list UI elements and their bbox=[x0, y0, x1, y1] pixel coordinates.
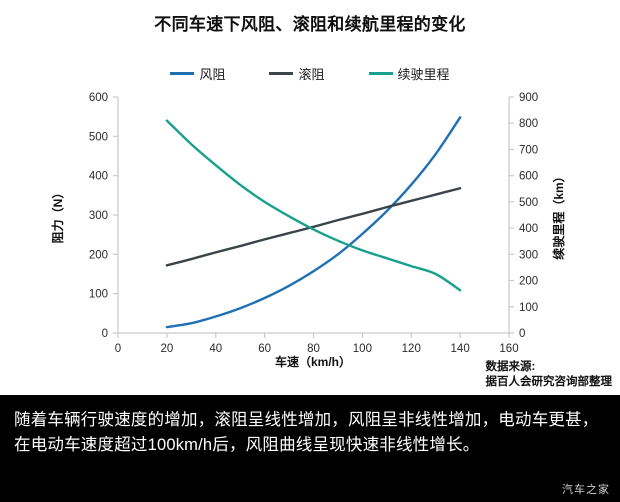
caption-text: 随着车辆行驶速度的增加，滚阻呈线性增加，风阻呈非线性增加，电动车更甚，在电动车速… bbox=[14, 411, 599, 454]
x-axis-tick-label: 0 bbox=[115, 343, 121, 355]
x-axis-title: 车速（km/h） bbox=[275, 354, 351, 369]
x-axis-tick-label: 60 bbox=[258, 343, 271, 355]
y-axis-right-tick-label: 300 bbox=[519, 249, 538, 261]
x-axis-tick-label: 100 bbox=[353, 343, 372, 355]
y-axis-left-tick-label: 400 bbox=[89, 171, 108, 183]
y-axis-left-tick-label: 0 bbox=[102, 328, 108, 340]
series-line-rolling-resistance bbox=[165, 187, 462, 267]
data-series-group bbox=[165, 116, 462, 329]
y-axis-left-tick-label: 200 bbox=[89, 249, 108, 261]
source-note-line1: 数据来源: bbox=[485, 361, 536, 374]
y-axis-right-tick-label: 400 bbox=[519, 223, 538, 235]
x-axis-tick-label: 120 bbox=[402, 343, 421, 355]
series-line-wind-resistance bbox=[165, 116, 462, 329]
x-axis-tick-label: 20 bbox=[160, 343, 173, 355]
legend-item-driving-range[interactable]: 续驶里程 bbox=[368, 64, 450, 83]
source-note: 数据来源: 据百人会研究咨询部整理 bbox=[486, 360, 613, 389]
page-title: 不同车速下风阻、滚阻和续航里程的变化 bbox=[154, 15, 466, 34]
y-axis-right-tick-label: 800 bbox=[519, 118, 538, 130]
x-axis-ticks: 0 20 40 60 80 100 120 140 160 bbox=[115, 333, 519, 355]
legend-label-driving-range: 续驶里程 bbox=[397, 67, 450, 82]
y-axis-left-tick-label: 100 bbox=[89, 289, 108, 301]
chart-figure: 不同车速下风阻、滚阻和续航里程的变化 风阻 滚阻 续驶里程 0 100 200 300… bbox=[0, 15, 620, 389]
y-axis-left-tick-label: 600 bbox=[89, 92, 108, 104]
y-axis-left-ticks: 0 100 200 300 400 500 600 bbox=[89, 92, 118, 340]
y-axis-right-tick-label: 200 bbox=[519, 276, 538, 288]
y-axis-left-tick-label: 500 bbox=[89, 131, 108, 143]
source-note-line2: 据百人会研究咨询部整理 bbox=[485, 375, 613, 388]
legend-swatch-wind-resistance bbox=[170, 72, 195, 75]
y-axis-right-tick-label: 0 bbox=[519, 328, 525, 340]
y-axis-right-tick-label: 500 bbox=[519, 197, 538, 209]
y-axis-right-tick-label: 600 bbox=[519, 171, 538, 183]
legend-item-rolling-resistance[interactable]: 滚阻 bbox=[269, 64, 325, 83]
series-line-driving-range bbox=[165, 119, 462, 292]
legend-swatch-rolling-resistance bbox=[269, 72, 294, 75]
legend-item-wind-resistance[interactable]: 风阻 bbox=[170, 64, 225, 83]
x-axis-tick-label: 80 bbox=[307, 343, 320, 355]
x-axis-tick-label: 160 bbox=[499, 343, 518, 355]
y-axis-right-ticks: 0 100 200 300 400 500 600 700 800 900 bbox=[509, 92, 538, 340]
x-axis-tick-label: 40 bbox=[209, 343, 222, 355]
x-axis-tick-label: 140 bbox=[451, 343, 470, 355]
y-axis-right-tick-label: 100 bbox=[519, 302, 538, 314]
legend-label-rolling-resistance: 滚阻 bbox=[298, 67, 325, 82]
legend-swatch-driving-range bbox=[368, 72, 393, 75]
y-axis-right-tick-label: 900 bbox=[519, 92, 538, 104]
y-axis-left-title: 阻力（N） bbox=[50, 187, 65, 244]
y-axis-right-title: 续驶里程（km） bbox=[551, 170, 566, 259]
caption-bar: 随着车辆行驶速度的增加，滚阻呈线性增加，风阻呈非线性增加，电动车更甚，在电动车速… bbox=[0, 395, 620, 502]
y-axis-left-tick-label: 300 bbox=[89, 210, 108, 222]
y-axis-right-tick-label: 700 bbox=[519, 144, 538, 156]
watermark: 汽车之家 bbox=[562, 484, 610, 496]
legend-label-wind-resistance: 风阻 bbox=[199, 67, 226, 82]
chart-legend: 风阻 滚阻 续驶里程 bbox=[0, 64, 620, 83]
